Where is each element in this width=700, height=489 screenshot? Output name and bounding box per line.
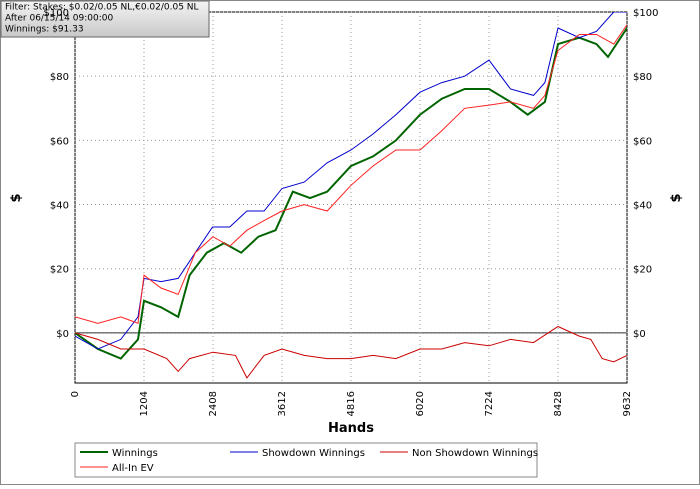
x-tick-label: 4816 <box>346 391 357 416</box>
y-tick-label: $60 <box>50 136 69 147</box>
x-axis-label: Hands <box>328 421 374 436</box>
x-tick-label: 9632 <box>622 391 633 416</box>
series-line <box>75 24 627 324</box>
legend-label: Showdown Winnings <box>262 448 365 459</box>
y-tick-label: $40 <box>50 201 69 212</box>
series-line <box>75 27 627 360</box>
x-tick-label: 7224 <box>484 391 495 416</box>
legend-label: All-In EV <box>112 463 154 474</box>
y2-tick-label: $80 <box>633 72 652 83</box>
legend-label: Winnings <box>112 448 158 459</box>
y2-tick-label: $0 <box>633 329 646 340</box>
y2-tick-label: $20 <box>633 265 652 276</box>
x-tick-label: 1204 <box>139 391 150 416</box>
series-line <box>75 12 627 350</box>
y-tick-label: $80 <box>50 72 69 83</box>
y-tick-label: $100 <box>44 8 69 19</box>
y-tick-label: $20 <box>50 265 69 276</box>
y2-tick-label: $60 <box>633 136 652 147</box>
series-line <box>75 325 627 379</box>
y2-axis-label: $ <box>669 193 684 202</box>
x-tick-label: 6020 <box>415 391 426 416</box>
y-tick-label: $0 <box>56 329 69 340</box>
y2-tick-label: $100 <box>633 8 658 19</box>
filter-text: Filter: Stakes: $0.02/0.05 NL,€0.02/0.05… <box>5 3 199 13</box>
filter-text: Winnings: $91.33 <box>5 25 84 35</box>
y2-tick-label: $40 <box>633 201 652 212</box>
x-tick-label: 2408 <box>208 391 219 416</box>
x-tick-label: 0 <box>70 391 81 397</box>
filter-box <box>0 0 210 38</box>
legend <box>74 442 538 478</box>
x-tick-label: 8428 <box>553 391 564 416</box>
y-axis-label: $ <box>9 193 24 202</box>
x-tick-label: 3612 <box>277 391 288 416</box>
plot-area <box>74 11 628 384</box>
filter-text: After 06/15/14 09:00:00 <box>5 14 113 24</box>
legend-label: Non Showdown Winnings <box>412 448 538 459</box>
